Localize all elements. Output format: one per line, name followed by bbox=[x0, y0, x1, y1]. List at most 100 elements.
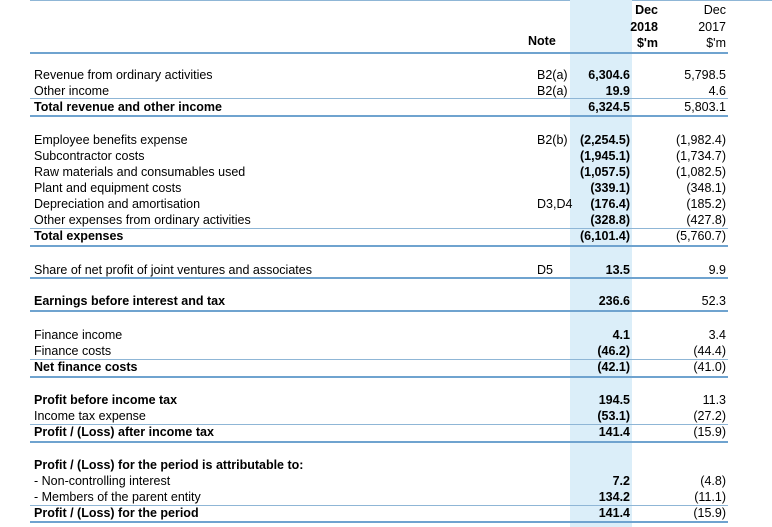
row-value-2017: 3.4 bbox=[708, 328, 726, 342]
row-value-2018: 19.9 bbox=[605, 84, 630, 98]
col-2018-month: Dec bbox=[635, 3, 658, 17]
row-value-2018: 141.4 bbox=[598, 425, 630, 439]
row-label: Revenue from ordinary activities bbox=[34, 68, 213, 82]
table-row: Profit / (Loss) for the period is attrib… bbox=[0, 457, 772, 473]
row-value-2017: (15.9) bbox=[693, 425, 726, 439]
current-year-highlight bbox=[570, 0, 632, 527]
table-row: Employee benefits expense B2(b) (2,254.5) (… bbox=[0, 132, 772, 148]
row-value-2017: (348.1) bbox=[686, 181, 726, 195]
col-2017-unit: $'m bbox=[706, 36, 726, 50]
row-value-2017: 52.3 bbox=[701, 294, 726, 308]
row-label: Profit / (Loss) for the period is attrib… bbox=[34, 458, 304, 472]
row-value-2018: 6,304.6 bbox=[588, 68, 630, 82]
col-2018-year: 2018 bbox=[630, 20, 658, 34]
row-value-2018: 236.6 bbox=[598, 294, 630, 308]
table-row: Share of net profit of joint ventures an… bbox=[0, 262, 772, 278]
rule-after-profit-after-tax bbox=[30, 441, 728, 443]
header-rule bbox=[30, 52, 728, 54]
row-note: D3,D4 bbox=[537, 197, 573, 211]
row-label: Total expenses bbox=[34, 229, 124, 243]
rule-before-profit-after-tax bbox=[30, 424, 728, 425]
row-value-2017: 4.6 bbox=[708, 84, 726, 98]
row-value-2017: (41.0) bbox=[693, 360, 726, 374]
rule-before-profit-period bbox=[30, 505, 728, 506]
row-value-2018: (176.4) bbox=[590, 197, 630, 211]
table-row: Finance costs (46.2) (44.4) bbox=[0, 343, 772, 359]
row-value-2017: (1,734.7) bbox=[675, 149, 726, 163]
rule-before-net-finance bbox=[30, 359, 728, 360]
row-value-2017: (1,982.4) bbox=[675, 133, 726, 147]
table-row: Profit before income tax 194.5 11.3 bbox=[0, 392, 772, 408]
row-value-2018: 194.5 bbox=[598, 393, 630, 407]
rule-after-ebit bbox=[30, 310, 728, 312]
row-label: Income tax expense bbox=[34, 409, 146, 423]
row-value-2017: 5,798.5 bbox=[684, 68, 726, 82]
row-note: B2(a) bbox=[537, 84, 568, 98]
row-label: Other income bbox=[34, 84, 110, 98]
rule-after-profit-period bbox=[30, 521, 728, 523]
row-value-2017: (4.8) bbox=[700, 474, 726, 488]
table-row: Other expenses from ordinary activities (… bbox=[0, 212, 772, 228]
row-value-2018: (339.1) bbox=[590, 181, 630, 195]
table-row: Total revenue and other income 6,324.5 5,8… bbox=[0, 99, 772, 115]
table-row: Plant and equipment costs (339.1) (348.1) bbox=[0, 180, 772, 196]
row-label: Other expenses from ordinary activities bbox=[34, 213, 251, 227]
row-value-2018: 134.2 bbox=[598, 490, 630, 504]
row-label: Finance income bbox=[34, 328, 123, 342]
row-value-2018: (46.2) bbox=[597, 344, 630, 358]
row-label: Depreciation and amortisation bbox=[34, 197, 201, 211]
rule-before-total-expenses bbox=[30, 228, 728, 229]
top-rule bbox=[30, 0, 772, 1]
table-row: Earnings before interest and tax 236.6 52.… bbox=[0, 293, 772, 309]
row-value-2017: (15.9) bbox=[693, 506, 726, 520]
row-label: Finance costs bbox=[34, 344, 112, 358]
row-label: Employee benefits expense bbox=[34, 133, 188, 147]
row-note: D5 bbox=[537, 263, 553, 277]
row-label: Profit / (Loss) for the period bbox=[34, 506, 199, 520]
row-value-2017: (5,760.7) bbox=[675, 229, 726, 243]
table-row: - Non-controlling interest 7.2 (4.8) bbox=[0, 473, 772, 489]
row-label: Total revenue and other income bbox=[34, 100, 223, 114]
row-label: Profit before income tax bbox=[34, 393, 178, 407]
row-label: Net finance costs bbox=[34, 360, 138, 374]
row-note: B2(a) bbox=[537, 68, 568, 82]
row-value-2018: (328.8) bbox=[590, 213, 630, 227]
row-value-2017: (44.4) bbox=[693, 344, 726, 358]
row-value-2017: (185.2) bbox=[686, 197, 726, 211]
row-value-2017: (27.2) bbox=[693, 409, 726, 423]
row-value-2018: (2,254.5) bbox=[579, 133, 630, 147]
table-row: Raw materials and consumables used (1,057… bbox=[0, 164, 772, 180]
row-value-2017: (11.1) bbox=[694, 490, 726, 504]
row-value-2018: (1,945.1) bbox=[579, 149, 630, 163]
row-value-2018: (42.1) bbox=[597, 360, 630, 374]
row-label: - Non-controlling interest bbox=[34, 474, 171, 488]
table-row: - Members of the parent entity 134.2 (11.1… bbox=[0, 489, 772, 505]
rule-before-total-revenue bbox=[30, 98, 728, 99]
col-2018-unit: $'m bbox=[636, 36, 658, 50]
row-value-2018: (6,101.4) bbox=[579, 229, 630, 243]
table-row: Other income B2(a) 19.9 4.6 bbox=[0, 83, 772, 99]
row-value-2017: 11.3 bbox=[702, 393, 726, 407]
row-label: Raw materials and consumables used bbox=[34, 165, 246, 179]
row-value-2017: (1,082.5) bbox=[675, 165, 726, 179]
table-row: Depreciation and amortisation D3,D4 (176.4… bbox=[0, 196, 772, 212]
table-row: Profit / (Loss) for the period 141.4 (15.9… bbox=[0, 505, 772, 521]
row-label: Profit / (Loss) after income tax bbox=[34, 425, 214, 439]
table-row: Profit / (Loss) after income tax 141.4 (15… bbox=[0, 424, 772, 440]
table-row: Net finance costs (42.1) (41.0) bbox=[0, 359, 772, 375]
row-value-2017: 5,803.1 bbox=[684, 100, 726, 114]
row-value-2018: (53.1) bbox=[597, 409, 630, 423]
table-row: Revenue from ordinary activities B2(a) 6,3… bbox=[0, 67, 772, 83]
row-label: Plant and equipment costs bbox=[34, 181, 182, 195]
rule-after-net-finance bbox=[30, 376, 728, 378]
row-value-2018: 13.5 bbox=[605, 263, 630, 277]
row-value-2018: 7.2 bbox=[612, 474, 630, 488]
table-row: Income tax expense (53.1) (27.2) bbox=[0, 408, 772, 424]
row-label: Share of net profit of joint ventures an… bbox=[34, 263, 312, 277]
row-value-2018: 4.1 bbox=[612, 328, 630, 342]
row-label: Earnings before interest and tax bbox=[34, 294, 226, 308]
row-value-2018: (1,057.5) bbox=[579, 165, 630, 179]
row-value-2017: (427.8) bbox=[686, 213, 726, 227]
row-label: Subcontractor costs bbox=[34, 149, 145, 163]
row-value-2018: 6,324.5 bbox=[588, 100, 630, 114]
